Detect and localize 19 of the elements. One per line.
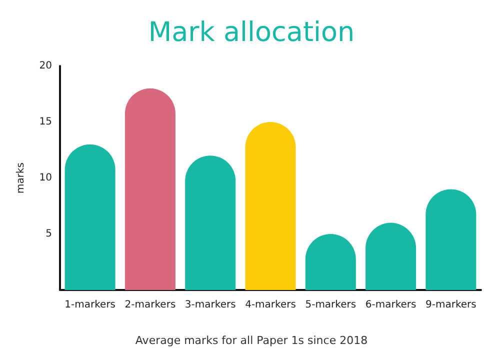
y-tick-label: 20	[39, 60, 52, 72]
x-tick-label: 3-markers	[184, 300, 236, 310]
chart-title: Mark allocation	[148, 17, 355, 48]
bar	[64, 144, 116, 290]
y-axis-title: marks	[16, 162, 26, 194]
x-tick-label: 5-markers	[305, 300, 356, 310]
y-tick-label: 10	[39, 172, 52, 184]
x-tick-label: 4-markers	[245, 300, 296, 310]
x-tick-label: 1-markers	[64, 300, 116, 310]
x-tick-label: 6-markers	[365, 300, 416, 310]
bar	[124, 88, 176, 290]
text: Average marks for all Paper 1s since 2018	[135, 334, 368, 347]
bar	[245, 122, 296, 290]
x-tick-label: 9-markers	[426, 300, 476, 310]
y-tick-label: 15	[39, 116, 52, 128]
y-tick-label: 5	[46, 228, 52, 240]
bar	[426, 189, 476, 290]
bar	[185, 156, 236, 290]
x-tick-label: 2-markers	[124, 300, 176, 310]
